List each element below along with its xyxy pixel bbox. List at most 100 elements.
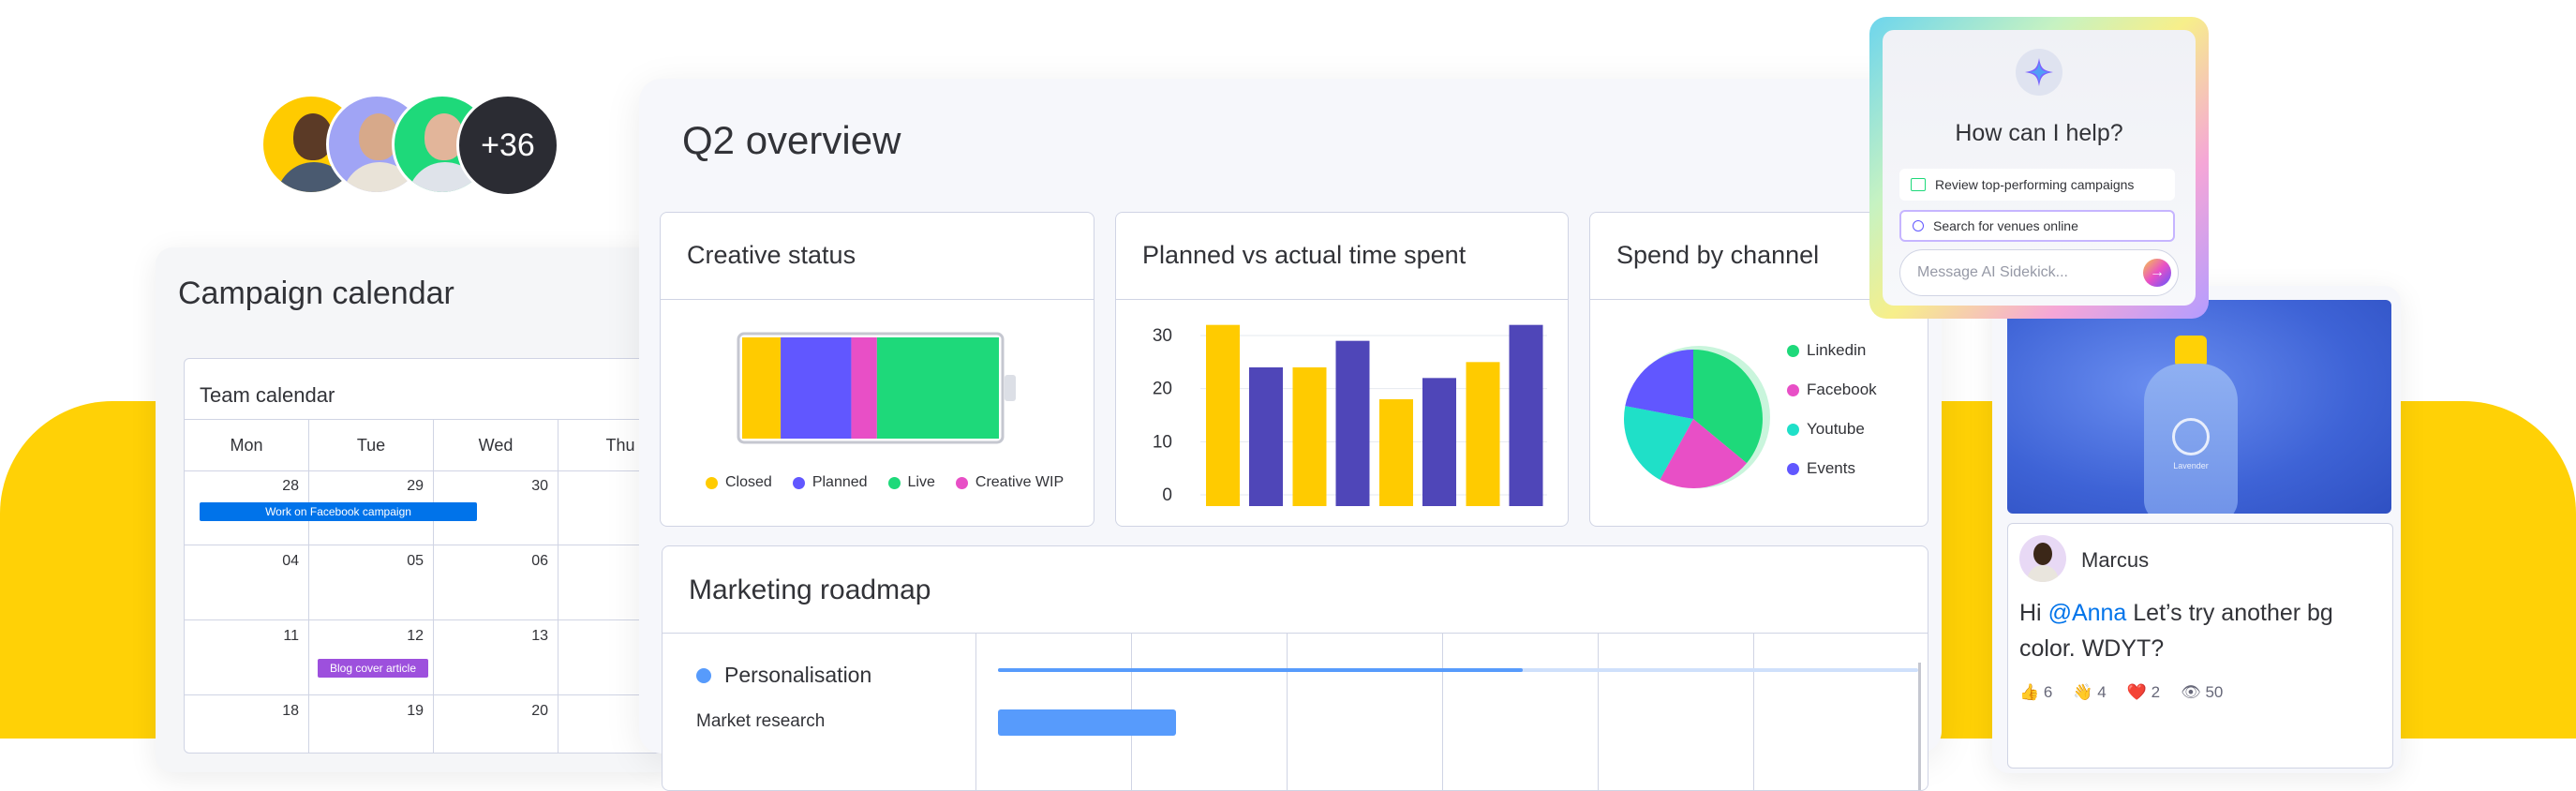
wave-reaction[interactable]: 👋 4 — [2073, 683, 2107, 701]
avatar-overflow-count[interactable]: +36 — [456, 94, 559, 197]
thumbs-up-icon: 👍 — [2019, 683, 2040, 701]
weekday-thu: Thu — [605, 436, 635, 455]
eye-icon: 👁 — [2181, 683, 2201, 701]
spend-by-channel-title: Spend by channel — [1616, 241, 1820, 269]
time-spent-widget[interactable]: Planned vs actual time spent 30 20 10 0 — [1115, 212, 1569, 527]
suggestion-search-venues[interactable]: Search for venues online — [1899, 210, 2175, 242]
bottle-body: Lavender — [2144, 364, 2238, 514]
commenter-name: Marcus — [2081, 548, 2150, 572]
legend-item-planned: Planned — [792, 474, 868, 491]
weekday-tue: Tue — [309, 420, 434, 470]
y-tick-label: 30 — [1153, 326, 1172, 346]
roadmap-title: Marketing roadmap — [689, 575, 931, 605]
roadmap-scrollbar[interactable] — [1918, 663, 1921, 790]
views-count: 👁 50 — [2181, 683, 2224, 701]
calendar-event-facebook-campaign[interactable]: Work on Facebook campaign — [200, 502, 477, 521]
social-post-card: Lavender Marcus Hi @Anna Let’s try anoth… — [1992, 286, 2401, 773]
roadmap-column-divider — [975, 633, 976, 790]
suggestion-review-campaigns[interactable]: Review top-performing campaigns — [1899, 169, 2175, 201]
y-tick-label: 0 — [1162, 485, 1172, 505]
creative-status-legend: Closed Planned Live Creative WIP — [706, 474, 1064, 491]
weekday-wed: Wed — [434, 420, 558, 470]
bottle-label: Lavender — [2173, 461, 2209, 470]
comment-card: Marcus Hi @Anna Let’s try another bg col… — [2007, 523, 2393, 769]
team-calendar-title: Team calendar — [200, 383, 335, 407]
reaction-bar: 👍 6 👋 4 ❤️ 2 👁 50 — [2019, 683, 2223, 702]
chart-icon — [1911, 178, 1926, 191]
roadmap-group-progress — [998, 668, 1523, 672]
calendar-day-cell[interactable]: 30 — [434, 470, 558, 545]
pie-slice-youtube[interactable] — [1624, 406, 1693, 480]
bar-series-1-item-4[interactable] — [1466, 362, 1500, 506]
team-calendar: Team calendar Mon Tue Wed Thu 28 29 30 0… — [184, 358, 710, 754]
y-tick-label: 10 — [1153, 432, 1172, 452]
ai-message-input[interactable]: Message AI Sidekick... — [1899, 249, 2179, 296]
ai-sidekick-popup: How can I help? Review top-performing ca… — [1869, 17, 2209, 319]
heart-icon: ❤️ — [2126, 683, 2147, 701]
group-color-dot — [696, 667, 711, 683]
campaign-calendar-card: Campaign calendar Team calendar Mon Tue … — [156, 247, 710, 772]
legend-item-creative-wip: Creative WIP — [955, 474, 1064, 491]
marketing-roadmap-widget[interactable]: Marketing roadmap Personalisation Market… — [662, 545, 1928, 791]
calendar-event-blog-cover[interactable]: Blog cover article — [318, 659, 428, 678]
comment-text: Hi @Anna Let’s try another bg color. WDY… — [2019, 600, 2333, 662]
battery-segment-planned — [781, 337, 852, 439]
widget-divider — [1116, 299, 1568, 300]
calendar-day-cell[interactable]: 18 — [185, 695, 309, 753]
calendar-weekday-header: Mon Tue Wed Thu — [185, 419, 709, 471]
legend-item-youtube: Youtube — [1787, 410, 1877, 449]
heart-reaction[interactable]: ❤️ 2 — [2126, 683, 2161, 701]
bar-series-2-item-2[interactable] — [1335, 340, 1370, 506]
calendar-day-cell[interactable]: 19 — [309, 695, 434, 753]
y-tick-label: 20 — [1153, 380, 1172, 399]
ai-sidekick-panel: How can I help? Review top-performing ca… — [1883, 30, 2196, 306]
calendar-day-cell[interactable]: 13 — [434, 620, 558, 695]
campaign-calendar-title: Campaign calendar — [178, 276, 454, 311]
calendar-day-cell[interactable]: 11 — [185, 620, 309, 695]
bottle-cap — [2175, 336, 2207, 367]
commenter-avatar — [2019, 535, 2066, 582]
battery-cap — [1005, 375, 1016, 401]
calendar-day-cell[interactable]: 12 — [309, 620, 434, 695]
roadmap-group-label: Personalisation — [724, 663, 872, 687]
bottle-logo — [2172, 418, 2210, 455]
bar-series-1-item-2[interactable] — [1292, 367, 1327, 506]
roadmap-item-bar[interactable] — [998, 709, 1176, 736]
legend-item-linkedin: Linkedin — [1787, 331, 1877, 370]
search-icon — [1913, 220, 1924, 231]
bar-series-1-item-3[interactable] — [1379, 399, 1413, 506]
calendar-day-cell[interactable]: 20 — [434, 695, 558, 753]
dashboard-title: Q2 overview — [682, 118, 901, 162]
widget-divider — [1590, 299, 1928, 300]
calendar-day-cell[interactable]: 04 — [185, 545, 309, 620]
thumbs-up-reaction[interactable]: 👍 6 — [2019, 683, 2053, 701]
creative-status-widget[interactable]: Creative status Closed Planned Live Crea… — [660, 212, 1094, 527]
time-spent-bar-chart: 30 20 10 0 — [1153, 324, 1547, 506]
widget-divider — [661, 299, 1094, 300]
legend-item-facebook: Facebook — [1787, 370, 1877, 410]
bar-series-2-item-3[interactable] — [1422, 378, 1456, 506]
bar-series-1-item-1[interactable] — [1206, 324, 1240, 506]
pie-slice-linkedin[interactable] — [1693, 350, 1763, 464]
bar-series-2-item-1[interactable] — [1249, 367, 1283, 506]
mention-link[interactable]: @Anna — [2047, 600, 2127, 626]
send-arrow-icon[interactable]: → — [2143, 259, 2171, 287]
creative-status-title: Creative status — [687, 241, 856, 269]
product-image: Lavender — [2007, 300, 2391, 514]
roadmap-group-personalisation[interactable]: Personalisation — [696, 663, 871, 688]
ai-sidekick-title: How can I help? — [1955, 120, 2123, 146]
calendar-day-cell[interactable]: 05 — [309, 545, 434, 620]
widget-divider — [663, 633, 1928, 634]
battery-segment-closed — [742, 337, 782, 439]
time-spent-title: Planned vs actual time spent — [1142, 241, 1467, 269]
pie-slice-facebook[interactable] — [1660, 419, 1748, 488]
calendar-day-cell[interactable]: 06 — [434, 545, 558, 620]
spend-legend: Linkedin Facebook Youtube Events — [1787, 331, 1877, 488]
bar-series-2-item-4[interactable] — [1509, 324, 1543, 506]
sparkle-icon — [2016, 49, 2062, 96]
spend-by-channel-widget[interactable]: Spend by channel Linkedin Facebook Youtu… — [1589, 212, 1928, 527]
roadmap-item-label: Market research — [696, 711, 826, 731]
pie-slice-events[interactable] — [1625, 350, 1693, 419]
battery-segment-creative-wip — [851, 337, 877, 439]
q2-overview-dashboard: Q2 overview Creative status Closed Plann… — [639, 79, 1942, 791]
